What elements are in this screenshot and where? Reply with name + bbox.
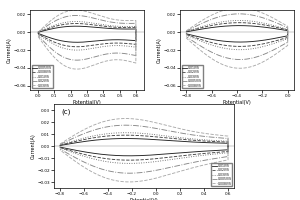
Y-axis label: Current(A): Current(A): [31, 133, 36, 159]
Y-axis label: Current(A): Current(A): [7, 37, 12, 63]
X-axis label: Potential(V): Potential(V): [73, 100, 101, 105]
Legend: 0.01V/S, 0.02V/S, 0.03V/S, 0.005V/S, 0.008V/S: 0.01V/S, 0.02V/S, 0.03V/S, 0.005V/S, 0.0…: [182, 65, 203, 88]
Legend: 0.01V/S, 0.02V/S, 0.03V/S, 0.005V/S, 0.008V/S: 0.01V/S, 0.02V/S, 0.03V/S, 0.005V/S, 0.0…: [211, 163, 232, 186]
Legend: 0.005V/S, 0.008V/S, 0.01V/S, 0.02V/S, 0.03V/S: 0.005V/S, 0.008V/S, 0.01V/S, 0.02V/S, 0.…: [32, 65, 53, 88]
Text: (c): (c): [61, 108, 70, 115]
X-axis label: Potential(V): Potential(V): [130, 198, 158, 200]
Y-axis label: Current(A): Current(A): [157, 37, 162, 63]
X-axis label: Potential(V): Potential(V): [223, 100, 251, 105]
